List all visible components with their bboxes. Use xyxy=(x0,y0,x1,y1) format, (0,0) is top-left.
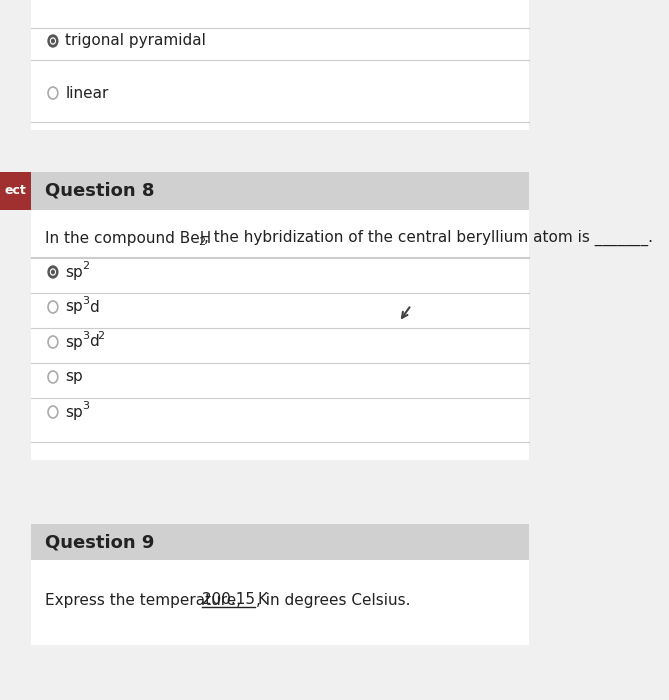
Text: 3: 3 xyxy=(82,296,89,306)
Circle shape xyxy=(48,35,58,47)
Text: 2: 2 xyxy=(198,237,205,247)
Text: Express the temperature,: Express the temperature, xyxy=(45,592,246,608)
Text: trigonal pyramidal: trigonal pyramidal xyxy=(65,34,206,48)
Text: sp: sp xyxy=(65,335,83,349)
Text: 2: 2 xyxy=(97,331,104,341)
Text: sp: sp xyxy=(65,370,83,384)
FancyBboxPatch shape xyxy=(31,560,529,645)
Text: 3: 3 xyxy=(82,331,89,341)
Text: linear: linear xyxy=(65,85,108,101)
Text: sp: sp xyxy=(65,265,83,279)
Text: Question 9: Question 9 xyxy=(45,533,154,551)
FancyBboxPatch shape xyxy=(0,130,545,172)
FancyBboxPatch shape xyxy=(0,172,31,210)
Text: Question 8: Question 8 xyxy=(45,182,155,200)
Text: 200.15 K: 200.15 K xyxy=(202,592,268,608)
Text: In the compound BeH: In the compound BeH xyxy=(45,230,211,246)
Text: ect: ect xyxy=(5,185,26,197)
Text: , the hybridization of the central beryllium atom is _______.: , the hybridization of the central beryl… xyxy=(203,230,652,246)
Circle shape xyxy=(48,266,58,278)
FancyBboxPatch shape xyxy=(31,524,529,560)
FancyBboxPatch shape xyxy=(0,460,545,525)
Text: 3: 3 xyxy=(82,401,89,411)
Text: sp: sp xyxy=(65,300,83,314)
Circle shape xyxy=(50,269,56,275)
Text: , in degrees Celsius.: , in degrees Celsius. xyxy=(256,592,410,608)
Text: sp: sp xyxy=(65,405,83,419)
FancyBboxPatch shape xyxy=(31,172,529,210)
Circle shape xyxy=(52,39,54,43)
FancyBboxPatch shape xyxy=(31,0,529,170)
Text: d: d xyxy=(89,300,98,314)
FancyBboxPatch shape xyxy=(31,210,529,580)
Text: 2: 2 xyxy=(82,261,90,271)
Circle shape xyxy=(50,38,56,44)
Text: d: d xyxy=(89,335,98,349)
Circle shape xyxy=(52,270,54,274)
